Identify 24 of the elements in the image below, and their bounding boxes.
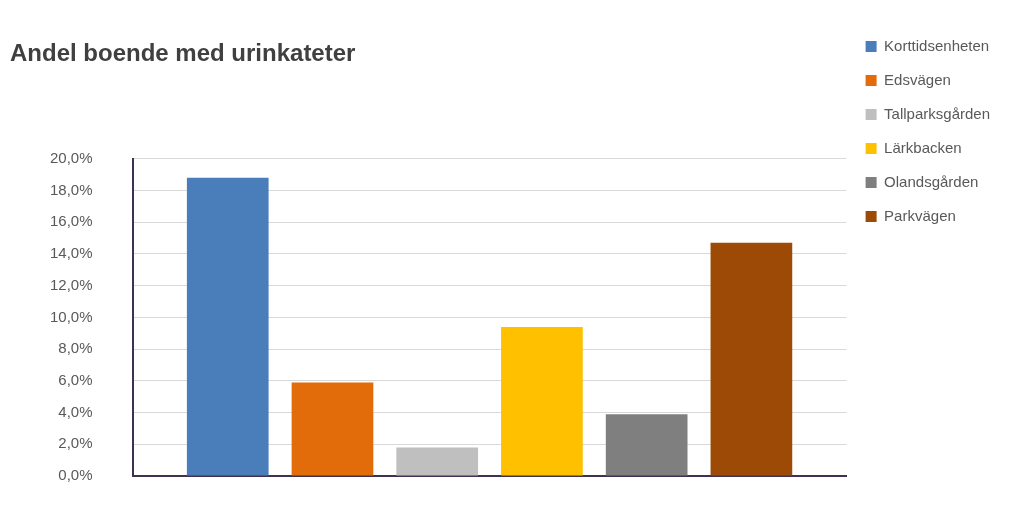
bar bbox=[501, 326, 583, 476]
y-tick-label: 6,0% bbox=[58, 370, 93, 388]
bar bbox=[710, 242, 793, 476]
y-tick-label: 4,0% bbox=[58, 402, 93, 420]
legend-label: Lärkbacken bbox=[884, 138, 962, 156]
y-tick-label: 0,0% bbox=[58, 466, 93, 484]
y-tick-label: 16,0% bbox=[49, 212, 93, 230]
y-tick-label: 14,0% bbox=[49, 244, 93, 262]
bar bbox=[605, 414, 688, 476]
y-tick-label: 12,0% bbox=[49, 275, 93, 293]
bar bbox=[396, 447, 479, 476]
legend-label: Tallparksgården bbox=[884, 104, 991, 122]
chart-title: Andel boende med urinkateter bbox=[10, 39, 356, 67]
y-tick-label: 20,0% bbox=[49, 148, 93, 166]
y-tick-label: 2,0% bbox=[58, 434, 93, 452]
legend-label: Edsvägen bbox=[884, 70, 951, 88]
y-tick-label: 8,0% bbox=[58, 339, 93, 357]
legend-label: Parkvägen bbox=[884, 206, 956, 224]
y-tick-label: 10,0% bbox=[49, 307, 93, 325]
bar bbox=[186, 177, 269, 476]
bar bbox=[291, 382, 374, 476]
legend-label: Olandsgården bbox=[884, 172, 979, 190]
legend-label: Korttidsenheten bbox=[884, 36, 990, 54]
y-tick-label: 18,0% bbox=[49, 180, 93, 198]
